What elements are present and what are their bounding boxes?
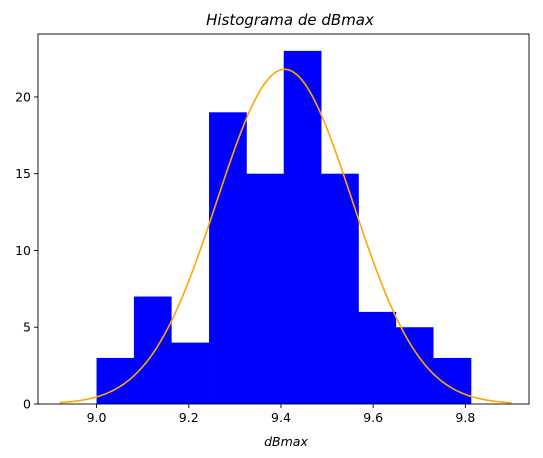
histogram-bar	[358, 311, 397, 404]
histogram-bar	[283, 50, 322, 404]
histogram-bar	[395, 327, 434, 404]
chart-title: Histograma de dBmax	[206, 11, 374, 29]
y-tick-label: 0	[23, 397, 31, 412]
y-tick-label: 15	[15, 166, 31, 181]
x-tick-label: 9.2	[179, 410, 199, 425]
axes-frame	[37, 33, 530, 405]
normal-fit-curve	[59, 68, 512, 404]
x-tick-label: 9.6	[363, 410, 383, 425]
histogram-bars	[96, 50, 472, 404]
x-axis-ticks: 9.0 9.2 9.4 9.6 9.8	[87, 404, 475, 425]
histogram-bar	[209, 112, 247, 404]
y-tick-label: 5	[23, 320, 31, 335]
x-tick-label: 9.0	[87, 410, 107, 425]
histogram-bar	[433, 357, 472, 404]
histogram-bar	[246, 173, 285, 404]
y-tick-label: 10	[15, 243, 31, 258]
y-tick-label: 20	[15, 89, 31, 104]
histogram-bar	[133, 296, 172, 404]
x-tick-label: 9.4	[271, 410, 291, 425]
x-tick-label: 9.8	[455, 410, 475, 425]
y-axis-ticks: 0 5 10 15 20	[15, 89, 38, 412]
histogram-bar	[321, 173, 359, 404]
x-axis-label: dBmax	[264, 434, 308, 449]
histogram-bar	[171, 342, 210, 404]
